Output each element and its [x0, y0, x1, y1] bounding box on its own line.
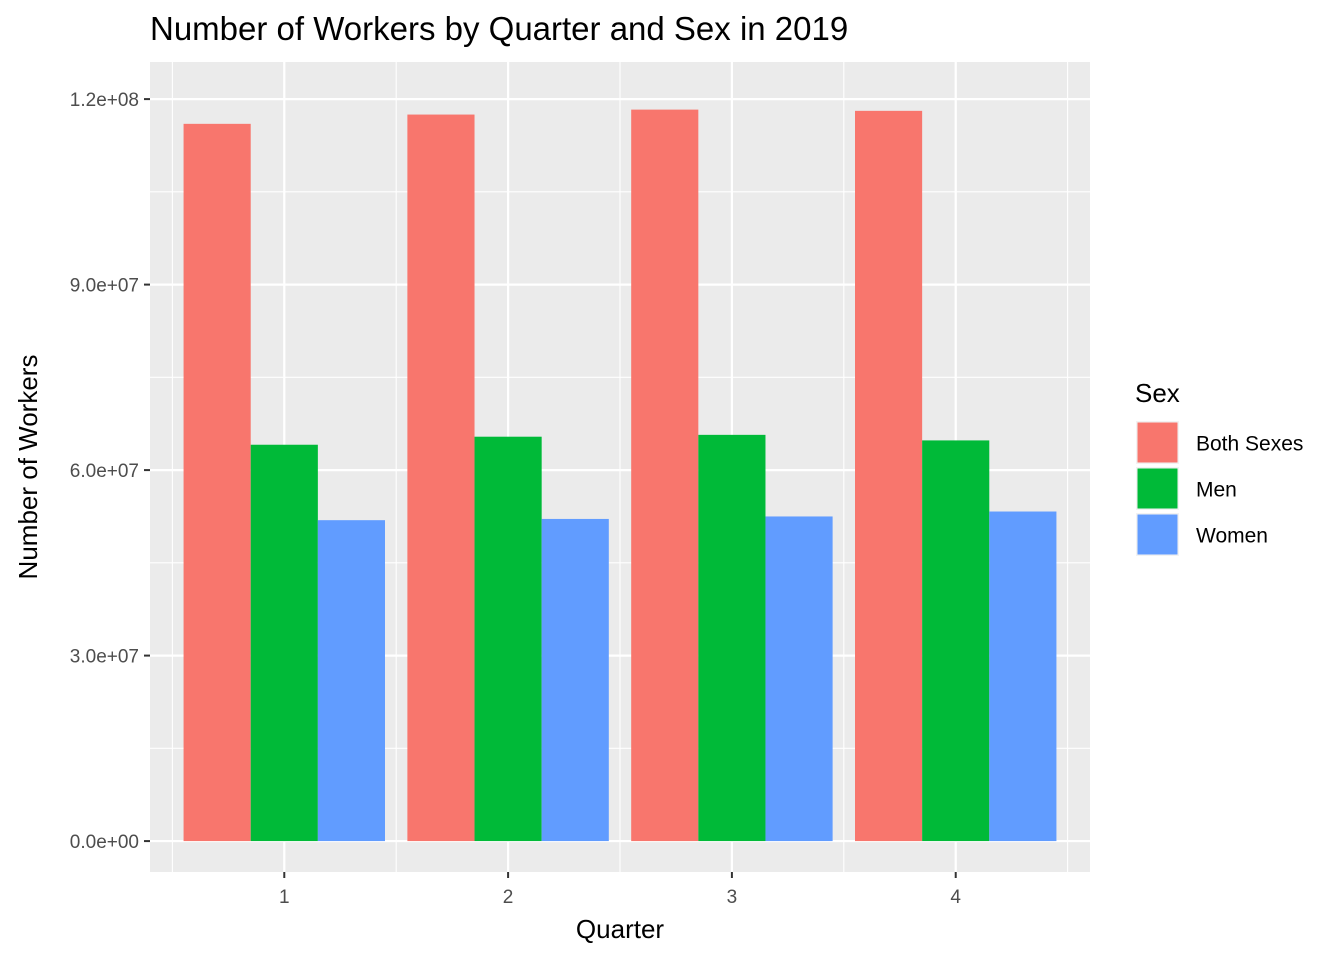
bar	[989, 511, 1057, 842]
y-tick-label: 0.0e+00	[70, 832, 139, 853]
bar	[698, 434, 766, 842]
legend-title: Sex	[1135, 378, 1180, 408]
x-tick-label: 3	[727, 887, 738, 908]
bar	[183, 123, 251, 842]
bar	[474, 436, 542, 842]
legend-swatch	[1137, 468, 1178, 509]
y-tick-label: 9.0e+07	[70, 276, 139, 297]
bar	[541, 518, 609, 842]
bar	[855, 110, 923, 842]
x-tick-label: 2	[503, 887, 514, 908]
bar	[765, 516, 833, 842]
y-tick-label: 1.2e+08	[70, 90, 139, 111]
legend-label: Men	[1196, 479, 1237, 502]
legend-label: Women	[1196, 525, 1268, 548]
bar	[407, 114, 475, 842]
x-tick-label: 4	[950, 887, 961, 908]
y-axis: 0.0e+00 3.0e+07 6.0e+07 9.0e+07 1.2e+08	[70, 90, 150, 853]
bar	[317, 520, 385, 842]
bar	[250, 444, 318, 842]
y-tick-label: 3.0e+07	[70, 647, 139, 668]
bar	[631, 109, 699, 842]
y-axis-title: Number of Workers	[13, 355, 43, 580]
bars	[183, 109, 1057, 842]
legend-label: Both Sexes	[1196, 433, 1303, 456]
legend-swatch	[1137, 514, 1178, 555]
legend: Sex Both Sexes Men Women	[1135, 378, 1303, 556]
x-axis-title: Quarter	[576, 914, 664, 944]
x-tick-label: 1	[279, 887, 290, 908]
bar	[922, 440, 990, 842]
chart-title: Number of Workers by Quarter and Sex in …	[150, 10, 848, 47]
y-tick-label: 6.0e+07	[70, 461, 139, 482]
legend-swatch	[1137, 422, 1178, 463]
x-axis: 1 2 3 4	[279, 872, 961, 908]
